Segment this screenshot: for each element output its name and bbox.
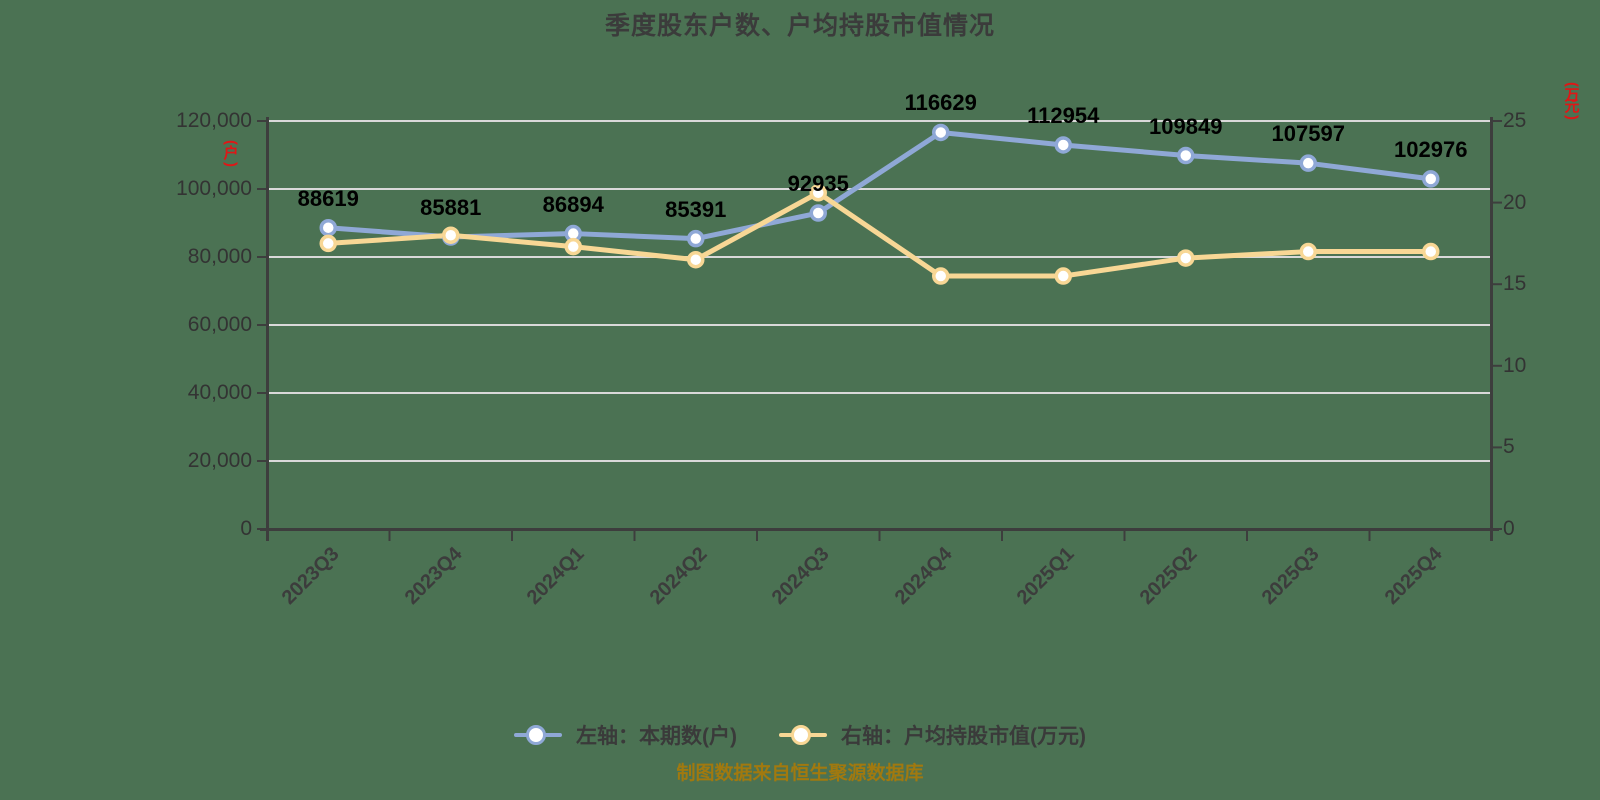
series-marker-1 <box>1299 242 1317 261</box>
legend-item-0[interactable]: 左轴：本期数(户) <box>514 720 737 750</box>
legend-item-1[interactable]: 右轴：户均持股市值(万元) <box>779 720 1086 750</box>
source-note: 制图数据来自恒生聚源数据库 <box>676 763 924 784</box>
series-marker-0 <box>1299 154 1317 172</box>
series-marker-1 <box>442 226 460 244</box>
series-marker-0 <box>687 229 705 248</box>
legend-line-marker-icon <box>779 724 827 747</box>
series-line-1 <box>325 190 1434 279</box>
series-marker-1 <box>687 250 705 269</box>
series-marker-1 <box>1054 267 1072 285</box>
series-marker-1 <box>319 234 337 253</box>
series-marker-1 <box>1177 249 1195 267</box>
series-marker-1 <box>809 184 827 202</box>
series-marker-0 <box>809 204 827 222</box>
legend: 左轴：本期数(户) 右轴：户均持股市值(万元) <box>0 720 1600 750</box>
legend-circle <box>526 724 546 745</box>
series-marker-0 <box>1054 136 1072 154</box>
series-marker-1 <box>932 267 950 285</box>
series-marker-0 <box>1422 170 1440 188</box>
legend-circle <box>791 724 811 745</box>
series-marker-0 <box>932 123 950 142</box>
legend-label: 左轴：本期数(户) <box>576 725 737 748</box>
chart-title: 季度股东户数、户均持股市值情况 <box>604 12 995 40</box>
series-marker-1 <box>564 237 582 256</box>
legend-label: 右轴：户均持股市值(万元) <box>841 725 1086 748</box>
series-line-0 <box>325 129 1434 242</box>
legend-line-marker-icon <box>514 724 562 747</box>
series-marker-0 <box>319 218 337 237</box>
series-marker-1 <box>1422 242 1440 261</box>
series-marker-0 <box>1177 146 1195 165</box>
